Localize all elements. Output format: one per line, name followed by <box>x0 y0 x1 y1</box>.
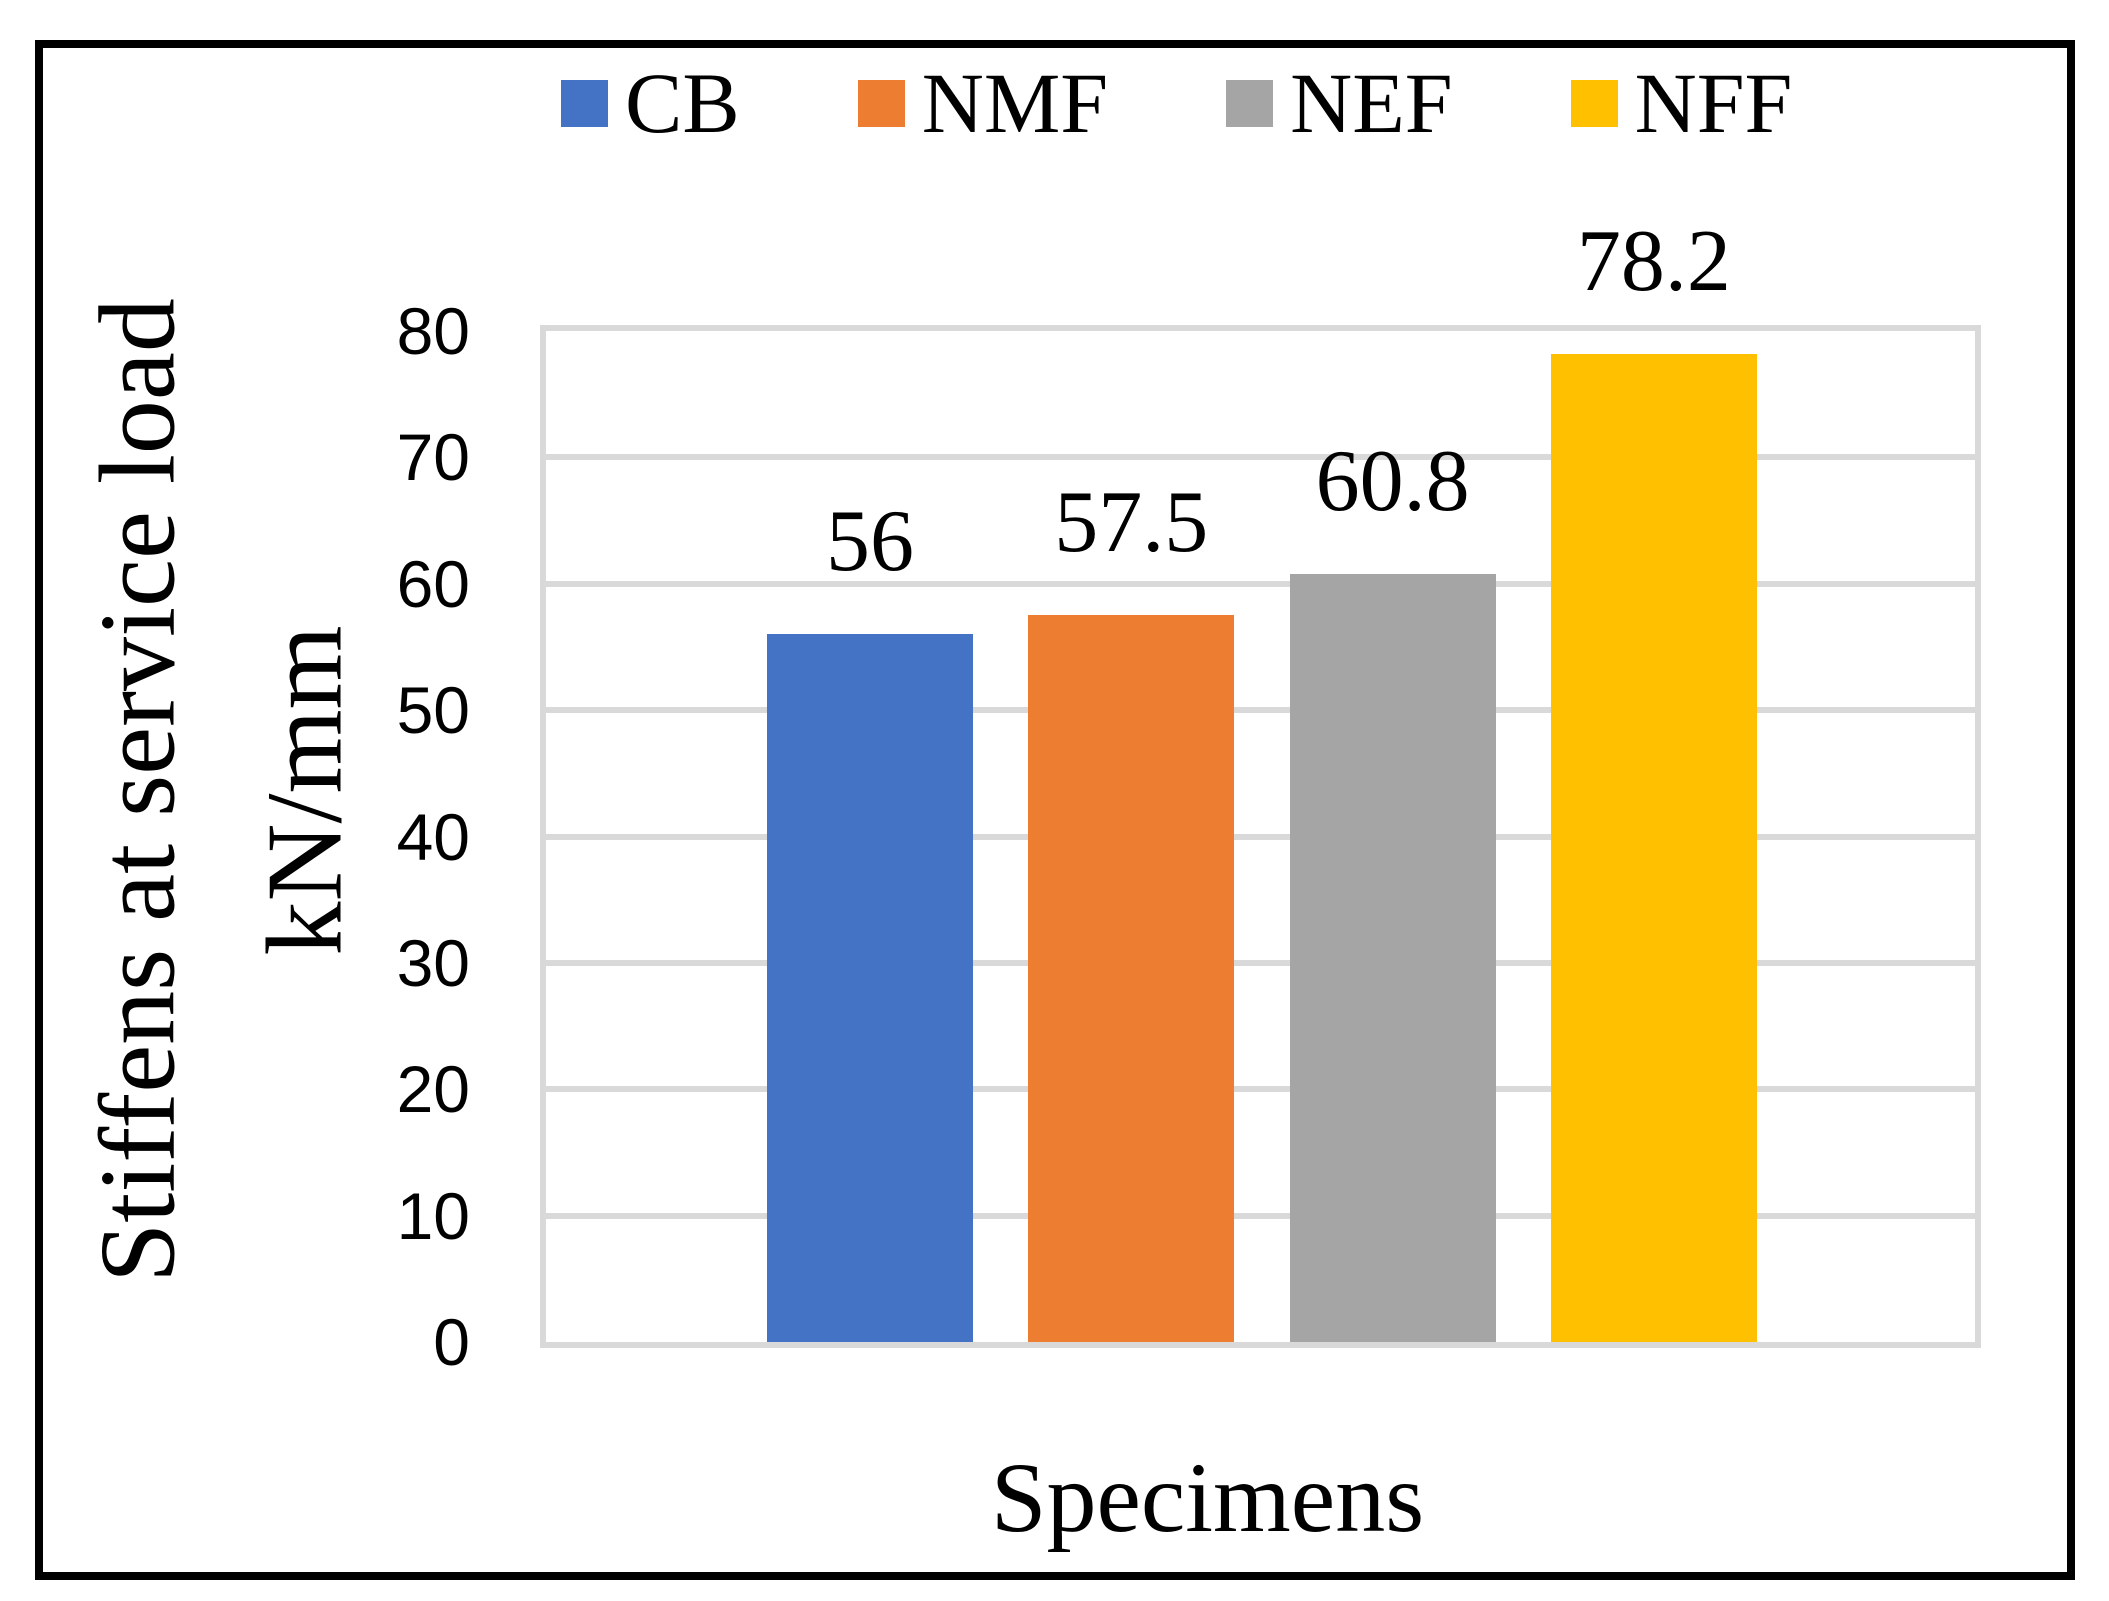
legend-swatch-nff <box>1570 79 1618 127</box>
plot-area: 56 57.5 60.8 78.2 <box>540 217 1981 1348</box>
y-tick-80: 80 <box>396 294 470 368</box>
bar-nef <box>1289 573 1496 1342</box>
gridline-10 <box>546 1212 1975 1219</box>
y-tick-60: 60 <box>396 546 470 621</box>
data-label-nef: 60.8 <box>1315 432 1470 530</box>
legend-label-cb: CB <box>625 55 740 151</box>
y-tick-0: 0 <box>433 1305 470 1379</box>
data-label-cb: 56 <box>826 493 914 591</box>
y-axis-title: Stiffens at service load kN/mm <box>55 241 396 1341</box>
legend-item-nef: NEF <box>1226 55 1453 151</box>
legend-swatch-cb <box>561 79 608 127</box>
bar-cb <box>767 634 973 1342</box>
gridline-20 <box>546 1086 1975 1093</box>
y-tick-10: 10 <box>396 1178 470 1253</box>
gridline-70 <box>546 454 1975 461</box>
legend-swatch-nef <box>1226 79 1274 127</box>
gridline-40 <box>546 833 1975 840</box>
y-tick-20: 20 <box>396 1052 470 1127</box>
y-tick-70: 70 <box>396 420 470 495</box>
bar-nff <box>1550 353 1757 1342</box>
legend-label-nff: NFF <box>1634 55 1793 151</box>
y-axis-title-line1: Stiffens at service load <box>78 298 198 1283</box>
legend-label-nef: NEF <box>1290 55 1453 151</box>
data-label-nmf: 57.5 <box>1054 474 1209 572</box>
data-label-nff: 78.2 <box>1576 212 1731 310</box>
legend-label-nmf: NMF <box>921 55 1109 151</box>
legend-item-nff: NFF <box>1570 55 1793 151</box>
legend: CB NMF NEF NFF <box>561 60 1792 146</box>
legend-item-nmf: NMF <box>857 55 1109 151</box>
y-tick-50: 50 <box>396 673 470 748</box>
legend-item-cb: CB <box>561 60 740 146</box>
bar-nmf <box>1028 615 1235 1342</box>
gridline-60 <box>546 580 1975 587</box>
y-tick-40: 40 <box>396 799 470 874</box>
y-axis-title-line2: kN/mm <box>245 625 365 956</box>
x-axis-title: Specimens <box>990 1442 1425 1553</box>
y-tick-30: 30 <box>396 925 470 1000</box>
legend-swatch-nmf <box>857 79 905 127</box>
gridline-30 <box>546 959 1975 966</box>
gridline-50 <box>546 707 1975 714</box>
